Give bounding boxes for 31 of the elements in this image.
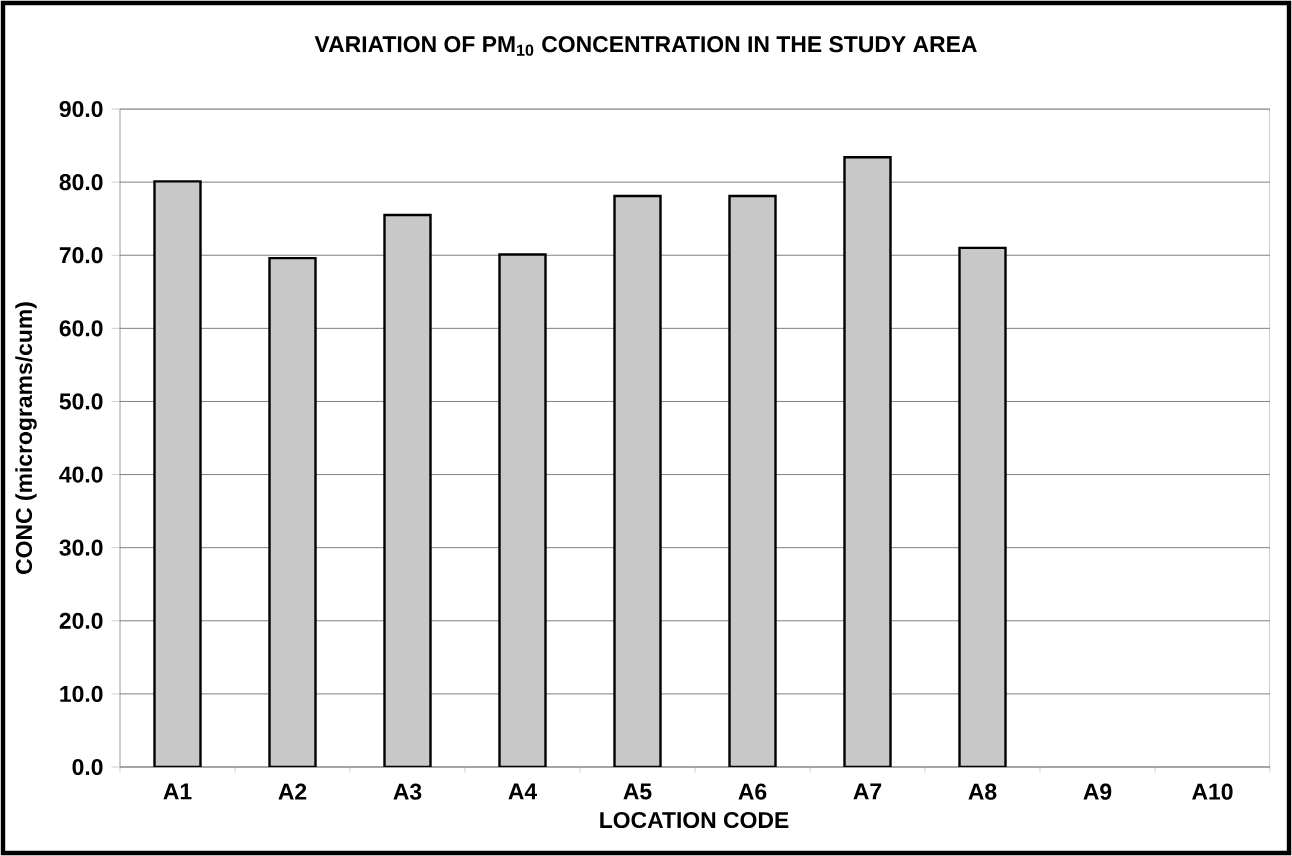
bar [153, 180, 202, 767]
y-tick-label: 70.0 [59, 247, 103, 264]
y-tick-label: 40.0 [59, 466, 103, 483]
bar [383, 213, 432, 767]
y-tick-label: 0.0 [72, 758, 103, 776]
bar [843, 156, 892, 767]
x-tick-label: A2 [278, 783, 307, 800]
x-tick-label: A8 [968, 783, 997, 800]
x-tick-label: A10 [1192, 783, 1233, 800]
x-tick-label: A5 [623, 783, 652, 800]
bar [728, 194, 777, 767]
x-tick-label: A3 [393, 783, 422, 800]
bar [268, 256, 317, 767]
y-tick-label: 80.0 [59, 174, 103, 191]
x-tick-label: A4 [508, 783, 538, 800]
y-tick-label: 10.0 [60, 685, 103, 702]
y-tick-label: 30.0 [59, 539, 103, 556]
bar [613, 194, 662, 767]
bar [958, 246, 1007, 767]
x-tick-label: A9 [1083, 783, 1112, 800]
x-tick-label: A6 [738, 783, 767, 800]
y-axis-title: CONC (micrograms/cum) [15, 302, 37, 574]
x-tick-label: A7 [853, 783, 882, 800]
chart-title: VARIATION OF PM$_{10}$ CONCENTRATION IN THE STUDY AREA [314, 36, 977, 56]
x-axis-title: LOCATION CODE [600, 811, 789, 829]
y-tick-label: 20.0 [59, 612, 103, 629]
x-tick-label: A1 [163, 783, 192, 800]
bar [498, 253, 547, 767]
y-tick-label: 90.0 [59, 100, 103, 118]
y-tick-label: 50.0 [59, 393, 103, 410]
y-tick-label: 60.0 [59, 320, 103, 337]
